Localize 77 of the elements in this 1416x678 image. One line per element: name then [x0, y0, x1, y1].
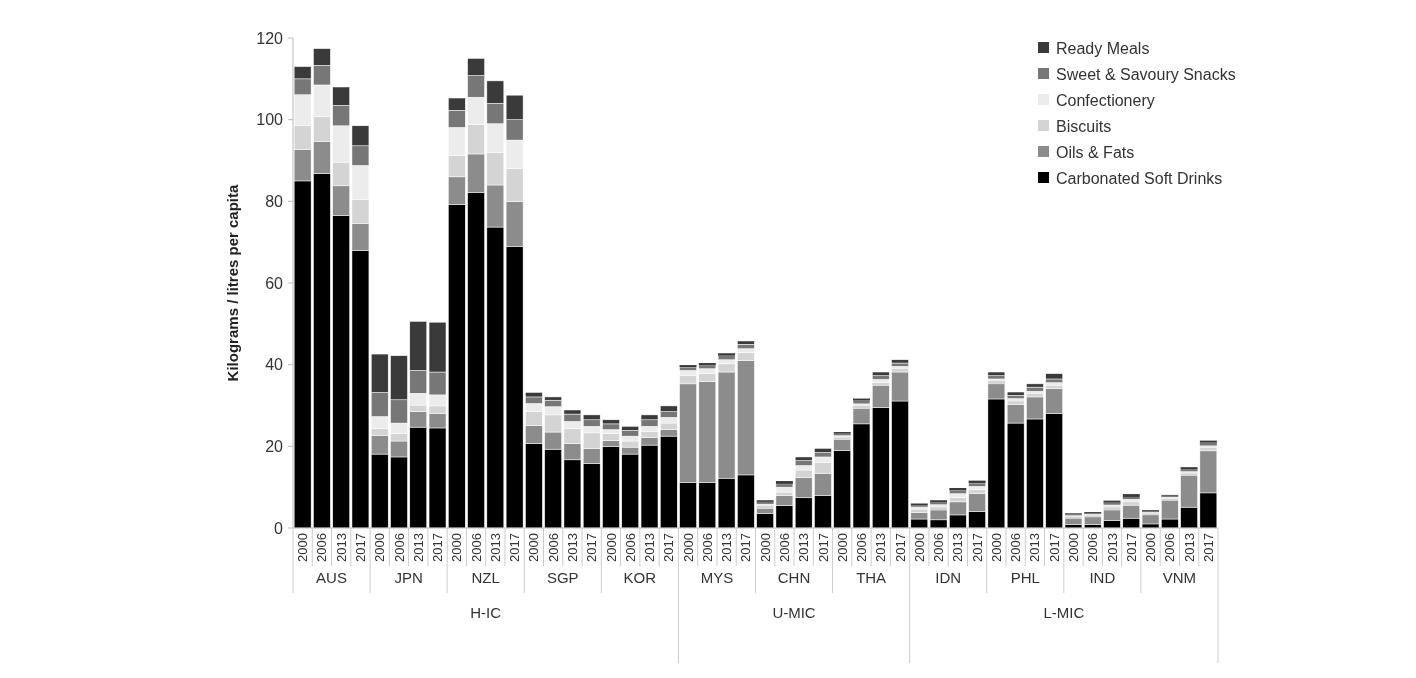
x-tick-label: 2000 [680, 533, 696, 562]
x-tick-label: 2006 [776, 533, 792, 562]
x-tick-label: 2000 [603, 533, 619, 562]
y-tick-label: 100 [256, 111, 284, 129]
x-tick-label: 2017 [1046, 533, 1062, 562]
x-tick-label: 2017 [815, 533, 831, 562]
x-tick-label: 2017 [1123, 533, 1139, 562]
text: U-MIC [772, 604, 816, 621]
x-tick-label: 2006 [622, 533, 638, 562]
x-tick-label: 2013 [796, 533, 812, 562]
x-tick-label: 2017 [1200, 533, 1216, 562]
x-tick-label: 2006 [468, 533, 484, 562]
x-tick-label: 2013 [873, 533, 889, 562]
x-tick-label: 2013 [564, 533, 580, 562]
x-tick-label: 2006 [314, 533, 330, 562]
x-tick-label: 2006 [1085, 533, 1101, 562]
x-tick-label: 2006 [391, 533, 407, 562]
x-tick-label: 2000 [449, 533, 465, 562]
text: KOR [623, 569, 657, 586]
text: L-MIC [1043, 604, 1085, 621]
x-tick-label: 2017 [584, 533, 600, 562]
text: THA [856, 569, 887, 586]
x-tick-label: 2013 [950, 533, 966, 562]
x-tick-label: 2017 [738, 533, 754, 562]
y-axis-title: Kilograms / litres per capita [224, 183, 241, 382]
x-tick-label: 2013 [487, 533, 503, 562]
legend-label: Oils & Fats [1056, 143, 1135, 161]
y-tick-label: 0 [274, 519, 284, 537]
x-tick-label: 2006 [1162, 533, 1178, 562]
x-tick-label: 2017 [661, 533, 677, 562]
y-tick-label: 80 [265, 192, 284, 210]
x-tick-label: 2013 [1027, 533, 1043, 562]
x-tick-label: 2000 [1066, 533, 1082, 562]
text: IND [1089, 569, 1116, 586]
y-tick-label: 60 [265, 274, 284, 292]
text: JPN [394, 569, 423, 586]
text: IDN [935, 569, 962, 586]
x-tick-label: 2000 [911, 533, 927, 562]
text: AUS [316, 569, 347, 586]
y-tick-label: 40 [265, 356, 284, 374]
x-tick-label: 2013 [1181, 533, 1197, 562]
x-tick-label: 2006 [545, 533, 561, 562]
x-tick-label: 2000 [295, 533, 311, 562]
y-tick-label: 120 [256, 29, 284, 47]
x-tick-label: 2000 [372, 533, 388, 562]
x-tick-label: 2013 [410, 533, 426, 562]
legend-label: Sweet & Savoury Snacks [1056, 65, 1236, 83]
legend-label: Biscuits [1056, 117, 1112, 135]
x-tick-label: 2013 [719, 533, 735, 562]
x-tick-label: 2013 [1104, 533, 1120, 562]
text: NZL [471, 569, 500, 586]
legend-label: Ready Meals [1056, 39, 1150, 57]
x-tick-label: 2006 [931, 533, 947, 562]
x-tick-label: 2017 [892, 533, 908, 562]
x-tick-label: 2013 [333, 533, 349, 562]
x-tick-label: 2013 [642, 533, 658, 562]
text: MYS [700, 569, 734, 586]
text: SGP [546, 569, 579, 586]
text: CHN [777, 569, 811, 586]
x-tick-label: 2017 [507, 533, 523, 562]
x-tick-label: 2000 [834, 533, 850, 562]
y-tick-label: 20 [265, 437, 284, 455]
text: H-IC [470, 604, 502, 621]
x-tick-label: 2017 [969, 533, 985, 562]
x-tick-label: 2000 [757, 533, 773, 562]
x-tick-label: 2000 [526, 533, 542, 562]
x-tick-label: 2000 [1143, 533, 1159, 562]
x-tick-label: 2006 [699, 533, 715, 562]
legend-label: Confectionery [1056, 91, 1155, 109]
text: VNM [1162, 569, 1197, 586]
x-tick-label: 2017 [430, 533, 446, 562]
x-tick-label: 2006 [854, 533, 870, 562]
legend-label: Carbonated Soft Drinks [1056, 169, 1223, 187]
x-tick-label: 2017 [353, 533, 368, 562]
x-tick-label: 2000 [988, 533, 1004, 562]
text: PHL [1010, 569, 1040, 586]
x-tick-label: 2006 [1008, 533, 1024, 562]
